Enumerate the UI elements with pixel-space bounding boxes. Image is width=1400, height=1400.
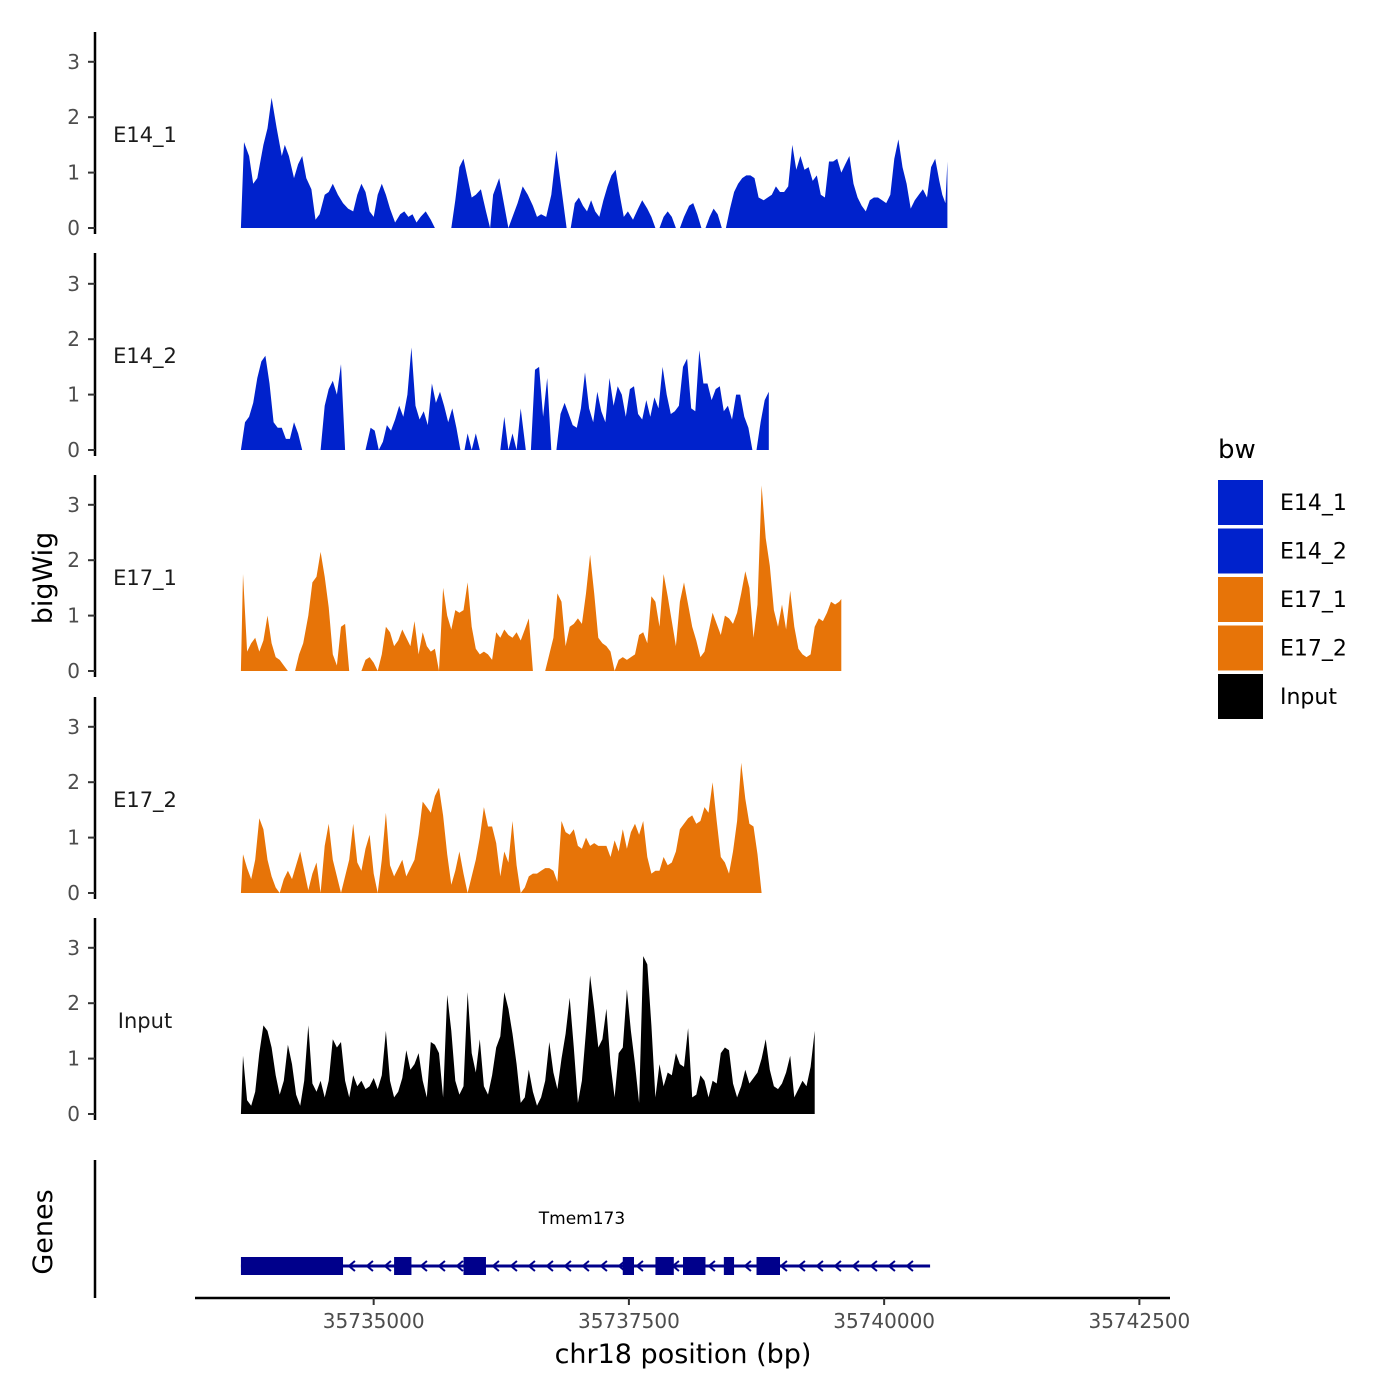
track-e17-2: 0 1 2 3 E17_2 xyxy=(67,697,762,905)
coverage-area-e17-2 xyxy=(240,762,762,893)
strand-arrow xyxy=(869,1260,878,1272)
legend-label: E17_2 xyxy=(1280,637,1347,662)
legend: bw E14_1 E14_2 E17_1 E17_2 Input xyxy=(1218,435,1347,719)
gene-exon xyxy=(756,1257,780,1275)
strand-arrow xyxy=(797,1260,806,1272)
genes-track-title: Genes xyxy=(28,1189,59,1274)
gene-name-label: Tmem173 xyxy=(538,1209,625,1229)
legend-swatch xyxy=(1218,625,1263,671)
y-tick-label: 1 xyxy=(67,383,80,407)
legend-label: E14_1 xyxy=(1280,491,1347,516)
x-tick-label: 35742500 xyxy=(1088,1309,1190,1333)
strand-arrow xyxy=(833,1260,842,1272)
legend-label: E17_1 xyxy=(1280,588,1347,613)
strand-arrow xyxy=(437,1260,446,1272)
legend-title: bw xyxy=(1218,435,1256,465)
gene-exon xyxy=(683,1257,706,1275)
track-input: 0 1 2 3 Input xyxy=(67,918,815,1126)
y-tick-label: 2 xyxy=(67,105,80,129)
strand-arrow xyxy=(563,1260,572,1272)
gene-exon xyxy=(723,1257,735,1275)
strand-arrow xyxy=(347,1260,356,1272)
gene-exon xyxy=(240,1257,344,1275)
y-tick-label: 2 xyxy=(67,548,80,572)
strand-arrow xyxy=(851,1260,860,1272)
legend-swatch xyxy=(1218,480,1263,525)
track-label: E14_1 xyxy=(113,123,177,148)
strand-arrow xyxy=(779,1260,788,1272)
coverage-area-e14-2 xyxy=(240,347,769,450)
gene-exon xyxy=(622,1257,635,1275)
tracks-layer: 0 1 2 3 E14_1 0 1 2 3 E14_2 0 1 2 3 E17_1 0 1 2 3 E17_2 0 1 2 3… xyxy=(67,32,948,1126)
track-label: E14_2 xyxy=(113,344,177,369)
legend-label: E14_2 xyxy=(1280,540,1347,565)
y-tick-label: 1 xyxy=(67,161,80,185)
strand-arrow xyxy=(419,1260,428,1272)
y-tick-label: 3 xyxy=(67,493,80,517)
strand-arrow xyxy=(455,1260,464,1272)
strand-arrow xyxy=(815,1260,824,1272)
coverage-area-e14-1 xyxy=(240,97,948,228)
strand-arrow xyxy=(383,1260,392,1272)
track-label: Input xyxy=(118,1009,172,1033)
track-e14-1: 0 1 2 3 E14_1 xyxy=(67,32,948,240)
x-tick-label: 35735000 xyxy=(323,1309,425,1333)
strand-arrow xyxy=(581,1260,590,1272)
track-e17-1: 0 1 2 3 E17_1 xyxy=(67,475,842,683)
x-axis: 35735000 35737500 35740000 35742500 xyxy=(195,1296,1190,1333)
y-tick-label: 0 xyxy=(67,438,80,462)
y-tick-label: 1 xyxy=(67,604,80,628)
legend-swatch xyxy=(1218,577,1263,622)
x-axis-title: chr18 position (bp) xyxy=(555,1339,812,1370)
y-tick-label: 3 xyxy=(67,715,80,739)
y-tick-label: 2 xyxy=(67,770,80,794)
legend-swatch xyxy=(1218,674,1263,719)
gene-exon xyxy=(463,1257,486,1275)
track-label: E17_2 xyxy=(113,788,177,813)
y-tick-label: 0 xyxy=(67,881,80,905)
coverage-area-input xyxy=(240,956,815,1114)
strand-arrow xyxy=(491,1260,500,1272)
y-axis-title: bigWig xyxy=(28,532,59,625)
y-tick-label: 3 xyxy=(67,272,80,296)
gene-exon xyxy=(394,1257,412,1275)
y-tick-label: 1 xyxy=(67,1047,80,1071)
strand-arrow xyxy=(707,1260,716,1272)
track-label: E17_1 xyxy=(113,566,177,591)
strand-arrow xyxy=(599,1260,608,1272)
strand-arrow xyxy=(509,1260,518,1272)
strand-arrow xyxy=(365,1260,374,1272)
x-tick-label: 35737500 xyxy=(578,1309,680,1333)
strand-arrow xyxy=(635,1260,644,1272)
y-tick-label: 2 xyxy=(67,991,80,1015)
track-e14-2: 0 1 2 3 E14_2 xyxy=(67,253,769,462)
strand-arrow xyxy=(527,1260,536,1272)
y-tick-label: 1 xyxy=(67,826,80,850)
legend-label: Input xyxy=(1280,685,1337,710)
gene-exon xyxy=(655,1257,674,1275)
genes-layer: Tmem173 xyxy=(93,1160,931,1298)
strand-arrow xyxy=(905,1260,914,1272)
y-tick-label: 0 xyxy=(67,1102,80,1126)
y-tick-label: 0 xyxy=(67,659,80,683)
y-tick-label: 0 xyxy=(67,216,80,240)
strand-arrow xyxy=(887,1260,896,1272)
coverage-area-e17-1 xyxy=(240,485,842,671)
y-tick-label: 3 xyxy=(67,50,80,74)
strand-arrow xyxy=(545,1260,554,1272)
x-tick-label: 35740000 xyxy=(833,1309,935,1333)
y-tick-label: 3 xyxy=(67,936,80,960)
strand-arrow xyxy=(743,1260,752,1272)
legend-swatch xyxy=(1218,528,1263,574)
y-tick-label: 2 xyxy=(67,327,80,351)
